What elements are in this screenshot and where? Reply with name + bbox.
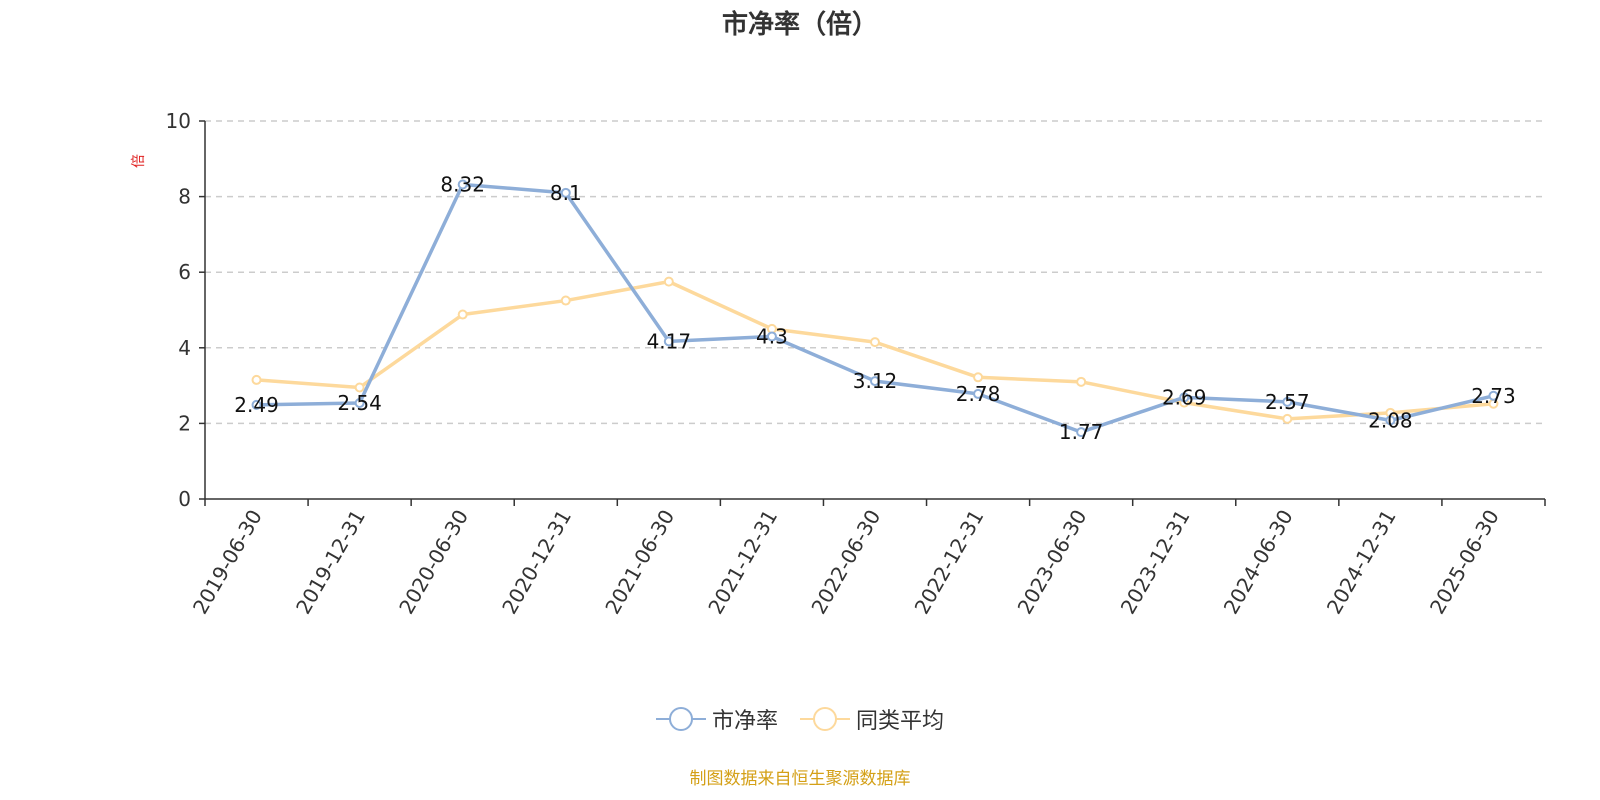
data-point	[663, 276, 674, 287]
data-point	[1488, 390, 1499, 401]
data-point	[973, 372, 984, 383]
x-tick-label: 2023-12-31	[1116, 506, 1195, 619]
legend-label: 市净率	[711, 709, 778, 734]
data-label: 2.69	[1162, 385, 1207, 409]
y-tick-label: 2	[178, 411, 191, 435]
x-tick-label: 2024-06-30	[1219, 506, 1298, 619]
x-tick-label: 2024-12-31	[1322, 506, 1401, 619]
legend-label: 同类平均	[856, 709, 945, 734]
data-label: 2.73	[1471, 384, 1516, 408]
y-tick-label: 4	[178, 336, 191, 360]
chart-title: 市净率（倍）	[721, 10, 878, 40]
legend-marker-icon	[655, 706, 706, 732]
source-note: 制图数据来自恒生聚源数据库	[689, 769, 911, 789]
x-tick-label: 2023-06-30	[1013, 506, 1092, 619]
x-tick-label: 2022-06-30	[806, 506, 885, 619]
y-axis-unit: 倍	[131, 154, 147, 168]
data-point	[1282, 413, 1293, 424]
series-lines	[251, 179, 1499, 438]
data-point	[663, 336, 674, 347]
data-point	[1179, 392, 1190, 403]
legend-item-1[interactable]: 市净率	[655, 703, 778, 735]
data-label: 4.17	[647, 329, 692, 353]
data-label: 2.08	[1368, 408, 1413, 432]
data-point	[870, 337, 880, 348]
data-point	[354, 397, 365, 408]
y-tick-label: 0	[178, 487, 191, 511]
data-point	[1076, 427, 1087, 438]
x-tick-label: 2019-06-30	[188, 506, 267, 619]
data-point	[354, 382, 365, 393]
x-tick-label: 2019-12-31	[291, 506, 370, 619]
x-tick-label: 2021-12-31	[703, 506, 782, 619]
data-point	[251, 399, 262, 410]
data-point	[1076, 376, 1087, 387]
data-label: 2.78	[956, 382, 1001, 406]
data-label: 2.54	[337, 391, 382, 415]
x-tick-label: 2025-06-30	[1425, 506, 1504, 619]
y-tick-label: 8	[178, 185, 191, 209]
data-point	[457, 179, 468, 190]
gridlines	[205, 120, 1545, 425]
data-point	[560, 295, 571, 306]
data-label: 8.32	[440, 173, 485, 197]
data-point	[251, 374, 262, 385]
data-labels: 2.49 2.54 8.32 8.1 4.17 4.3 3.12 2.78 1.77 2.69 2.…	[234, 173, 1515, 445]
data-label: 3.12	[853, 369, 898, 393]
legend: 市净率 同类平均	[0, 703, 1600, 735]
data-label: 4.3	[756, 324, 788, 348]
x-tick-label: 2021-06-30	[600, 506, 679, 619]
legend-item-2[interactable]: 同类平均	[800, 703, 944, 735]
data-point	[870, 376, 880, 387]
data-label: 2.49	[234, 393, 279, 417]
data-point	[1385, 415, 1396, 426]
y-tick-label: 10	[166, 109, 191, 133]
x-tick-label: 2022-12-31	[910, 506, 989, 619]
x-tick-label: 2020-06-30	[394, 506, 473, 619]
data-point	[973, 388, 984, 399]
legend-marker-icon	[800, 706, 850, 732]
y-tick-label: 6	[178, 260, 191, 284]
data-point	[1282, 396, 1293, 407]
data-point	[766, 331, 777, 342]
data-label: 2.57	[1265, 390, 1310, 414]
x-tick-label: 2020-12-31	[497, 506, 576, 619]
data-point	[457, 309, 468, 320]
data-label: 1.77	[1059, 420, 1104, 444]
data-label: 8.1	[550, 181, 582, 205]
data-point	[560, 187, 571, 198]
